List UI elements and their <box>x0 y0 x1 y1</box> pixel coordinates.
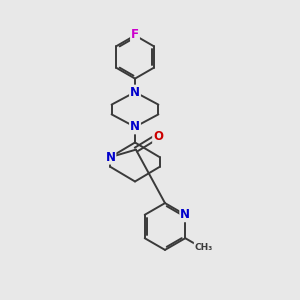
Text: N: N <box>180 208 190 221</box>
Text: O: O <box>153 130 163 143</box>
Text: N: N <box>105 151 116 164</box>
Text: F: F <box>131 28 139 41</box>
Text: N: N <box>130 120 140 134</box>
Text: CH₃: CH₃ <box>194 243 213 252</box>
Text: N: N <box>130 85 140 99</box>
